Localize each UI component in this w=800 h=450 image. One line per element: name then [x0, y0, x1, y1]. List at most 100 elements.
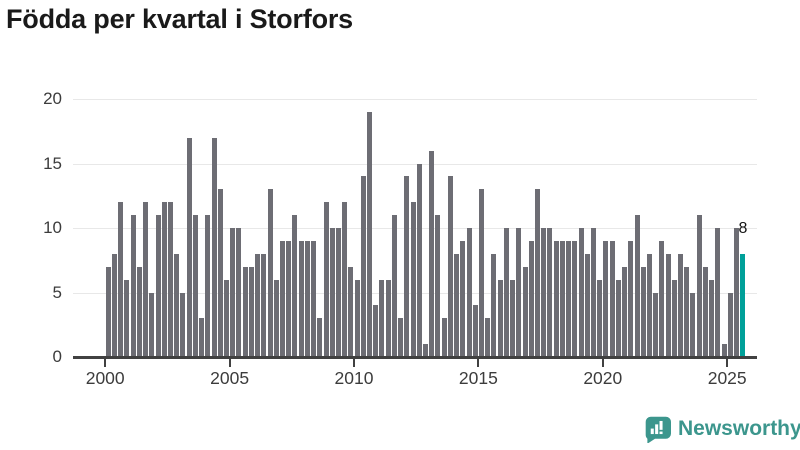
bar [379, 279, 385, 357]
bar [217, 189, 223, 357]
bar [634, 215, 640, 357]
bar [671, 279, 677, 357]
bar [230, 228, 236, 357]
chart-title: Födda per kvartal i Storfors [6, 4, 353, 34]
bar [124, 279, 130, 357]
bar [640, 266, 646, 357]
bar [286, 240, 292, 357]
bar [279, 240, 285, 357]
y-axis-label-20: 20 [43, 89, 62, 108]
bar [186, 137, 192, 357]
bar [528, 240, 534, 357]
bar [609, 240, 615, 357]
bar [497, 279, 503, 357]
y-axis-label-10: 10 [43, 218, 62, 237]
bar [479, 189, 484, 357]
bar [304, 240, 310, 357]
bar [130, 215, 136, 357]
bar [236, 228, 242, 357]
bar [503, 228, 509, 357]
bar [298, 240, 304, 357]
bar [590, 228, 596, 357]
bar [317, 318, 323, 357]
bar [112, 253, 118, 357]
bar [584, 253, 590, 357]
bar [211, 137, 217, 357]
bar [441, 318, 447, 357]
bar [143, 202, 149, 357]
bar [659, 240, 665, 357]
bar [261, 253, 267, 357]
bar [192, 215, 198, 357]
x-axis-tick-2015 [477, 358, 480, 367]
bar [255, 253, 261, 357]
bar [734, 228, 740, 357]
bar [367, 111, 373, 357]
bar [622, 266, 628, 357]
newsworthy-logo-text: Newsworthy [678, 417, 800, 440]
bar [205, 215, 211, 357]
bar [342, 202, 348, 357]
bar-highlighted [740, 253, 746, 357]
bar [466, 228, 472, 357]
x-axis-label-2010: 2010 [334, 368, 374, 388]
bar [522, 266, 528, 357]
bar [690, 292, 696, 357]
x-axis-tick-2000 [104, 358, 107, 367]
x-axis-label-2015: 2015 [458, 368, 498, 388]
bar [615, 279, 621, 357]
bar [435, 215, 441, 357]
x-axis-label-2020: 2020 [583, 368, 623, 388]
bar [696, 215, 702, 357]
bar [472, 305, 478, 357]
bar [534, 189, 540, 357]
bar [391, 215, 397, 357]
bar [354, 279, 360, 357]
bar [118, 202, 124, 357]
bar [105, 266, 111, 357]
bar [248, 266, 254, 357]
bar [199, 318, 205, 357]
newsworthy-logo-icon [645, 416, 671, 443]
bar [136, 266, 142, 357]
bar [398, 318, 404, 357]
bar [410, 202, 416, 357]
bar [566, 240, 572, 357]
x-axis-label-2025: 2025 [707, 368, 747, 388]
newsworthy-logo: Newsworthy [644, 415, 800, 443]
bar [323, 202, 329, 357]
bar [168, 202, 173, 357]
bar [684, 266, 690, 357]
bar [460, 240, 466, 357]
x-axis-label-2000: 2000 [85, 368, 125, 388]
bar [174, 253, 180, 357]
bar [628, 240, 634, 357]
x-axis-line [73, 355, 757, 359]
bar [242, 266, 248, 357]
bar [516, 228, 522, 357]
bar [646, 253, 652, 357]
bar [559, 240, 565, 357]
bar [373, 305, 379, 357]
bar [572, 240, 578, 357]
highlight-value-label: 8 [738, 220, 748, 237]
x-axis-tick-2005 [228, 358, 231, 367]
bar [161, 202, 167, 357]
bar [311, 240, 317, 357]
bar [547, 228, 553, 357]
bar [416, 163, 422, 357]
bar [267, 189, 273, 357]
bar [329, 228, 335, 357]
bar [665, 253, 671, 357]
gridline-y20 [73, 99, 757, 100]
bar [510, 279, 516, 357]
bar [653, 292, 659, 357]
bar [155, 215, 161, 357]
bar [715, 228, 721, 357]
bar [223, 279, 229, 357]
bar [149, 292, 155, 357]
bar [447, 176, 453, 357]
bar [485, 318, 491, 357]
bar [335, 228, 341, 357]
